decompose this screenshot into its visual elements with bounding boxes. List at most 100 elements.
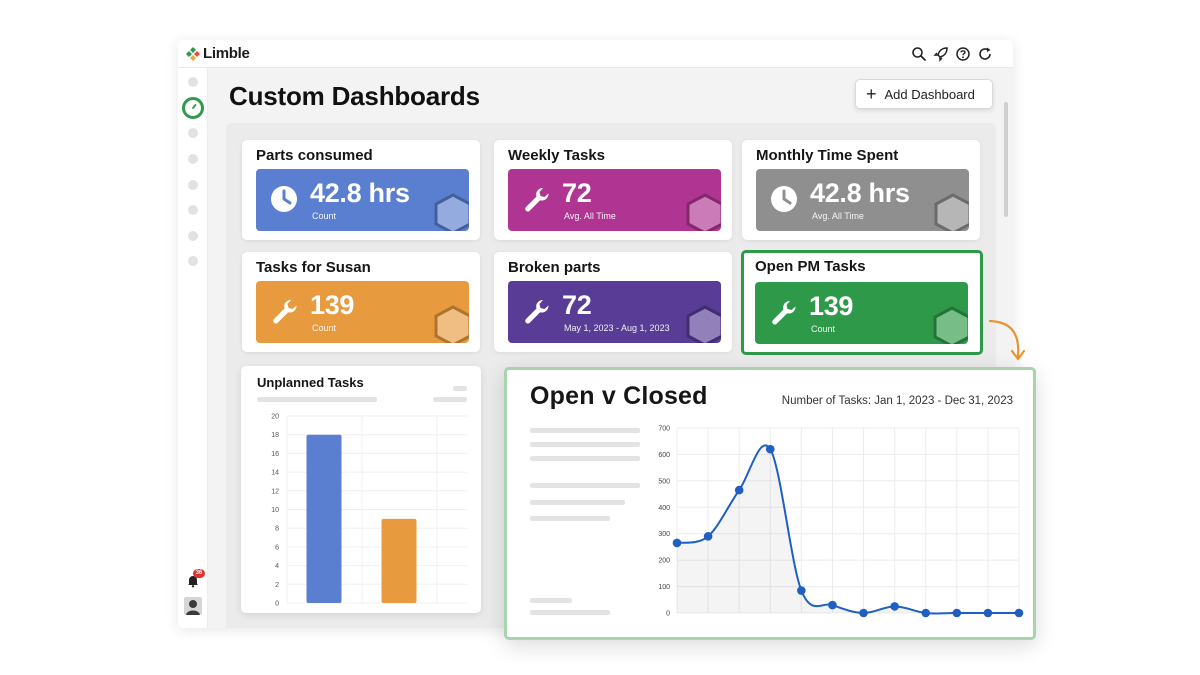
sidebar-item[interactable] xyxy=(188,205,198,215)
data-point[interactable] xyxy=(983,608,993,618)
clock-icon xyxy=(271,186,297,212)
kpi-tile: 42.8 hrs Avg. All Time xyxy=(756,169,969,231)
data-point[interactable] xyxy=(703,532,713,541)
y-tick-label: 18 xyxy=(271,432,279,439)
data-point[interactable] xyxy=(765,444,775,454)
refresh-icon[interactable] xyxy=(977,46,993,62)
bar[interactable] xyxy=(381,518,417,603)
data-point[interactable] xyxy=(734,485,744,495)
unplanned-tasks-widget[interactable]: Unplanned Tasks 0 2 4 6 8 10 12 14 16 18 20 xyxy=(241,366,481,613)
kpi-widget[interactable]: Open PM Tasks 139 Count xyxy=(741,250,983,355)
plus-icon: + xyxy=(866,84,877,104)
kpi-widget[interactable]: Monthly Time Spent 42.8 hrs Avg. All Time xyxy=(742,140,980,240)
placeholder-line xyxy=(530,500,625,505)
y-tick-label: 16 xyxy=(271,451,279,458)
hexagon-icon xyxy=(686,305,721,343)
widget-title: Weekly Tasks xyxy=(508,147,606,164)
y-tick-label: 2 xyxy=(275,582,279,589)
kpi-value: 139 xyxy=(310,290,355,320)
wrench-icon xyxy=(525,299,549,324)
y-tick-label: 700 xyxy=(658,426,670,433)
sidebar-item[interactable] xyxy=(188,231,198,241)
data-point[interactable] xyxy=(828,600,837,610)
kpi-widget[interactable]: Parts consumed 42.8 hrs Count xyxy=(242,140,480,240)
y-tick-label: 14 xyxy=(271,470,279,477)
kpi-tile: 72 Avg. All Time xyxy=(508,169,721,231)
kpi-subtitle: Avg. All Time xyxy=(564,211,616,221)
placeholder-line xyxy=(453,386,467,391)
y-tick-label: 4 xyxy=(275,563,279,570)
placeholder-line xyxy=(530,610,610,615)
placeholder-line xyxy=(530,598,572,603)
sidebar-item-dashboards[interactable] xyxy=(182,97,204,119)
hexagon-icon xyxy=(934,193,969,231)
placeholder-line xyxy=(257,397,377,402)
open-v-closed-widget[interactable]: Open v Closed Number of Tasks: Jan 1, 20… xyxy=(504,367,1036,640)
placeholder-line xyxy=(530,456,640,461)
search-icon[interactable] xyxy=(911,46,927,62)
y-tick-label: 12 xyxy=(271,488,279,495)
widget-title: Unplanned Tasks xyxy=(257,375,364,390)
widget-title: Tasks for Susan xyxy=(256,259,371,276)
data-point[interactable] xyxy=(890,602,899,611)
sidebar-item[interactable] xyxy=(188,77,198,87)
y-tick-label: 0 xyxy=(666,611,670,618)
sidebar-item[interactable] xyxy=(188,128,198,138)
hexagon-icon xyxy=(434,193,469,231)
rocket-icon[interactable] xyxy=(933,46,949,62)
wrench-icon xyxy=(772,300,796,325)
kpi-tile: 139 Count xyxy=(256,281,469,343)
scrollbar[interactable] xyxy=(1004,102,1008,217)
widget-title: Open v Closed xyxy=(530,382,708,410)
kpi-tile: 139 Count xyxy=(755,282,968,344)
y-tick-label: 300 xyxy=(658,531,670,538)
widget-title: Parts consumed xyxy=(256,147,373,164)
y-tick-label: 20 xyxy=(271,414,279,421)
top-bar: Limble xyxy=(178,40,1013,68)
kpi-value: 72 xyxy=(562,290,592,320)
y-tick-label: 500 xyxy=(658,478,670,485)
y-tick-label: 200 xyxy=(658,558,670,565)
help-icon[interactable] xyxy=(955,46,971,62)
widget-title: Open PM Tasks xyxy=(755,258,866,275)
kpi-subtitle: Avg. All Time xyxy=(812,211,864,221)
bell-icon[interactable] xyxy=(186,574,200,588)
sidebar-item[interactable] xyxy=(188,154,198,164)
hexagon-icon xyxy=(686,193,721,231)
placeholder-line xyxy=(530,428,640,433)
y-tick-label: 8 xyxy=(275,526,279,533)
kpi-subtitle: May 1, 2023 - Aug 1, 2023 xyxy=(564,323,670,333)
widget-title: Broken parts xyxy=(508,259,601,276)
data-point[interactable] xyxy=(672,538,682,548)
brand-logo[interactable]: Limble xyxy=(185,45,250,62)
data-point[interactable] xyxy=(952,608,962,618)
kpi-value: 42.8 hrs xyxy=(810,178,910,208)
sidebar-item[interactable] xyxy=(188,256,198,266)
left-sidebar: 36 xyxy=(178,68,208,628)
y-tick-label: 0 xyxy=(275,601,279,608)
y-tick-label: 10 xyxy=(271,507,279,514)
kpi-widget[interactable]: Broken parts 72 May 1, 2023 - Aug 1, 2023 xyxy=(494,252,732,352)
hexagon-icon xyxy=(434,305,469,343)
widget-title: Monthly Time Spent xyxy=(756,147,899,164)
wrench-icon xyxy=(273,299,297,324)
series-area xyxy=(677,445,1019,614)
data-point[interactable] xyxy=(797,586,806,595)
curved-arrow-icon xyxy=(988,319,1026,361)
kpi-widget[interactable]: Tasks for Susan 139 Count xyxy=(242,252,480,352)
page-title: Custom Dashboards xyxy=(229,81,480,111)
data-point[interactable] xyxy=(921,608,931,618)
kpi-widget[interactable]: Weekly Tasks 72 Avg. All Time xyxy=(494,140,732,240)
user-avatar[interactable] xyxy=(184,597,202,615)
kpi-tile: 42.8 hrs Count xyxy=(256,169,469,231)
kpi-value: 139 xyxy=(809,291,854,321)
sidebar-item[interactable] xyxy=(188,180,198,190)
clock-icon xyxy=(771,186,797,212)
placeholder-line xyxy=(433,397,467,402)
data-point[interactable] xyxy=(859,608,868,618)
y-tick-label: 400 xyxy=(658,505,670,512)
bar[interactable] xyxy=(306,434,342,603)
data-point[interactable] xyxy=(1014,608,1024,618)
hexagon-icon xyxy=(933,306,968,344)
add-dashboard-button[interactable]: + Add Dashboard xyxy=(855,79,993,109)
